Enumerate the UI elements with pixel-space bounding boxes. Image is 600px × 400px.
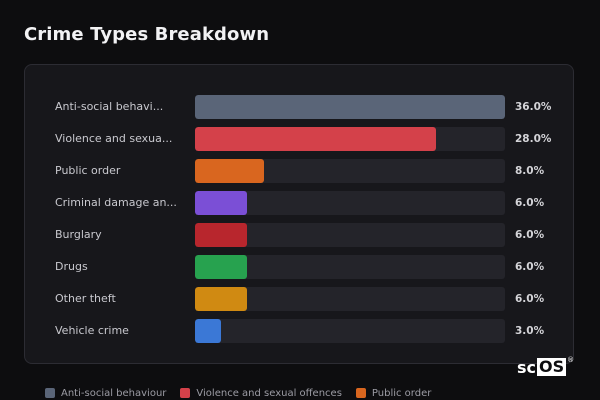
bar-track — [195, 159, 505, 183]
bar-label: Anti-social behavi... — [55, 100, 164, 113]
bar-value-label: 36.0% — [515, 101, 552, 113]
bar-row: Public order 8.0% — [25, 159, 573, 183]
bar-track — [195, 95, 505, 119]
bar-label: Other theft — [55, 292, 116, 305]
bar-row: Burglary 6.0% — [25, 223, 573, 247]
bar-track — [195, 223, 505, 247]
bar-label: Public order — [55, 164, 121, 177]
bar — [195, 223, 247, 247]
bar-row: Anti-social behavi... 36.0% — [25, 95, 573, 119]
bar-value-label: 8.0% — [515, 165, 545, 177]
watermark-logo: sc OS ® — [517, 356, 574, 378]
bar-row: Drugs 6.0% — [25, 255, 573, 279]
bar — [195, 95, 505, 119]
registered-mark: ® — [567, 356, 575, 364]
bar-value-label: 6.0% — [515, 261, 545, 273]
bar — [195, 287, 247, 311]
bar-track — [195, 127, 505, 151]
legend-label: Public order — [371, 387, 432, 399]
legend-swatch — [45, 388, 55, 398]
bar — [195, 255, 247, 279]
bar-track — [195, 319, 505, 343]
page-title: Crime Types Breakdown — [24, 24, 270, 45]
bar-label: Criminal damage an... — [55, 196, 177, 209]
bar-row: Other theft 6.0% — [25, 287, 573, 311]
legend-item: Violence and sexual offences — [180, 388, 342, 399]
legend-label: Violence and sexual offences — [196, 387, 342, 399]
bar-value-label: 6.0% — [515, 293, 545, 305]
legend-item: Public order — [355, 387, 432, 399]
bar-label: Drugs — [55, 260, 88, 273]
bar-value-label: 28.0% — [515, 133, 552, 145]
legend-label: Anti-social behaviour — [61, 387, 167, 399]
bar-value-label: 6.0% — [515, 229, 545, 241]
chart-card: Anti-social behavi... 36.0% Violence and s… — [24, 64, 574, 364]
bar-value-label: 3.0% — [515, 325, 545, 337]
bar — [195, 191, 247, 215]
legend-item: Anti-social behaviour — [45, 388, 166, 399]
chart-legend: Anti-social behaviour Violence and sexual… — [45, 386, 431, 400]
bar-label: Vehicle crime — [55, 324, 129, 337]
bar-row: Vehicle crime 3.0% — [25, 319, 573, 343]
watermark-text: sc — [517, 357, 537, 377]
legend-swatch — [180, 388, 191, 398]
bar-track — [195, 255, 505, 279]
bar-row: Violence and sexua... 28.0% — [25, 127, 573, 151]
bar-row: Criminal damage an... 6.0% — [25, 191, 573, 215]
bar-label: Violence and sexua... — [55, 132, 173, 145]
bar-track — [195, 287, 505, 311]
bar-label: Burglary — [55, 228, 102, 241]
bar-value-label: 6.0% — [515, 197, 545, 209]
bar — [195, 159, 264, 183]
legend-swatch — [355, 388, 366, 398]
watermark-boxed-text: OS — [537, 357, 567, 376]
bar — [195, 319, 221, 343]
bar-track — [195, 191, 505, 215]
bar — [195, 127, 436, 151]
